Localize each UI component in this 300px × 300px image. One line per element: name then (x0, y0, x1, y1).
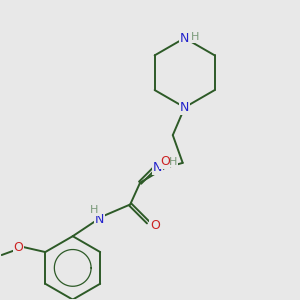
Text: N: N (180, 101, 189, 114)
Text: N: N (180, 32, 189, 44)
Text: N: N (152, 161, 162, 174)
Text: O: O (150, 219, 160, 232)
Text: N: N (95, 213, 104, 226)
Text: O: O (160, 155, 170, 168)
Text: H: H (169, 157, 177, 167)
Text: H: H (90, 206, 99, 215)
Text: H: H (190, 32, 199, 42)
Text: O: O (14, 241, 23, 254)
